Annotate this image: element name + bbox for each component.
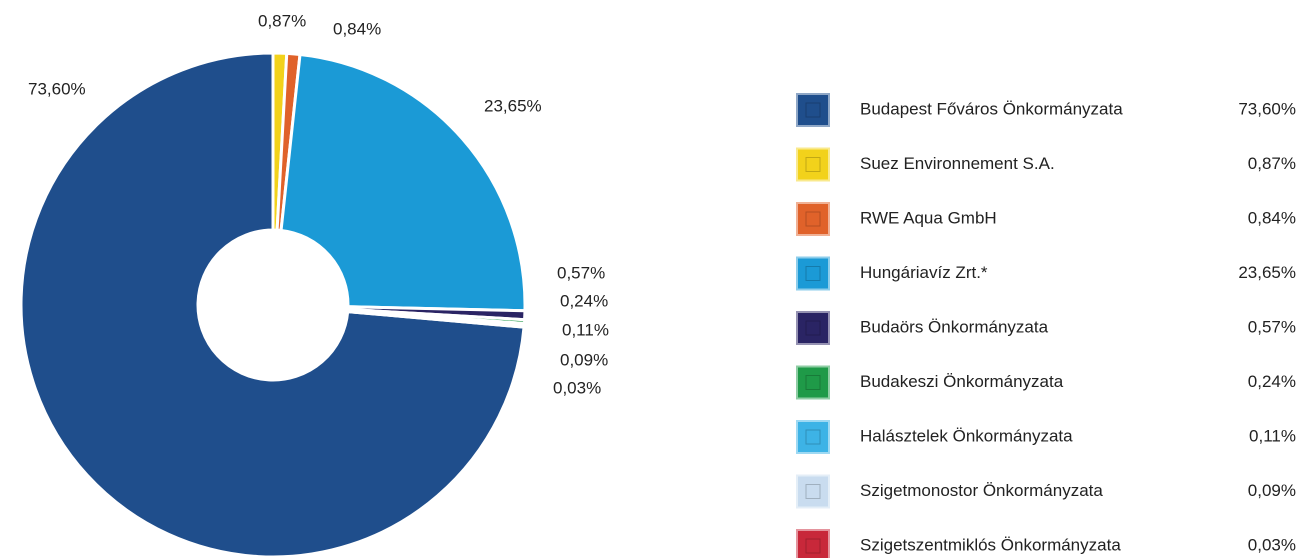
pie-slice (19, 51, 526, 558)
data-label: 0,03% (553, 378, 601, 397)
legend-swatch-inner (805, 211, 821, 227)
legend-swatch-inner (805, 157, 821, 172)
legend-value: 0,11% (1249, 426, 1296, 445)
legend-value: 0,09% (1248, 481, 1296, 500)
legend-value: 0,87% (1248, 154, 1296, 173)
legend-label: Szigetmonostor Önkormányzata (860, 481, 1103, 500)
legend-value: 0,57% (1248, 317, 1296, 336)
legend-swatch-inner (805, 102, 821, 118)
legend-value: 73,60% (1238, 99, 1296, 118)
legend-value: 0,24% (1248, 372, 1296, 391)
data-label: 0,84% (333, 19, 381, 38)
data-label: 0,57% (557, 263, 605, 282)
legend-label: RWE Aqua GmbH (860, 208, 997, 227)
legend-swatch-inner (805, 375, 821, 390)
data-label: 0,11% (562, 320, 609, 339)
legend-swatch (794, 418, 832, 456)
legend-swatch-inner (805, 429, 821, 445)
legend-swatch-inner (805, 266, 821, 281)
legend-label: Hungáriavíz Zrt.* (860, 263, 988, 282)
data-label: 23,65% (484, 96, 542, 115)
legend-swatch (794, 145, 832, 184)
legend-label: Halásztelek Önkormányzata (860, 426, 1073, 445)
legend-value: 0,84% (1248, 208, 1296, 227)
legend-label: Budapest Főváros Önkormányzata (860, 99, 1123, 118)
data-label: 73,60% (28, 79, 86, 98)
legend-swatch-inner (805, 538, 821, 554)
data-label: 0,87% (258, 11, 306, 30)
pie-slice (279, 52, 527, 313)
legend-label: Budakeszi Önkormányzata (860, 372, 1064, 391)
legend-swatch-inner (805, 320, 821, 336)
legend-value: 0,03% (1248, 535, 1296, 554)
pie-slice (346, 309, 526, 329)
legend-label: Szigetszentmiklós Önkormányzata (860, 535, 1121, 554)
legend-label: Suez Environnement S.A. (860, 154, 1055, 173)
data-label: 0,24% (560, 291, 608, 310)
data-label: 0,09% (560, 350, 608, 369)
legend-swatch (794, 527, 832, 558)
legend-label: Budaörs Önkormányzata (860, 317, 1049, 336)
legend-value: 23,65% (1238, 263, 1296, 282)
legend-swatch-inner (805, 484, 821, 499)
